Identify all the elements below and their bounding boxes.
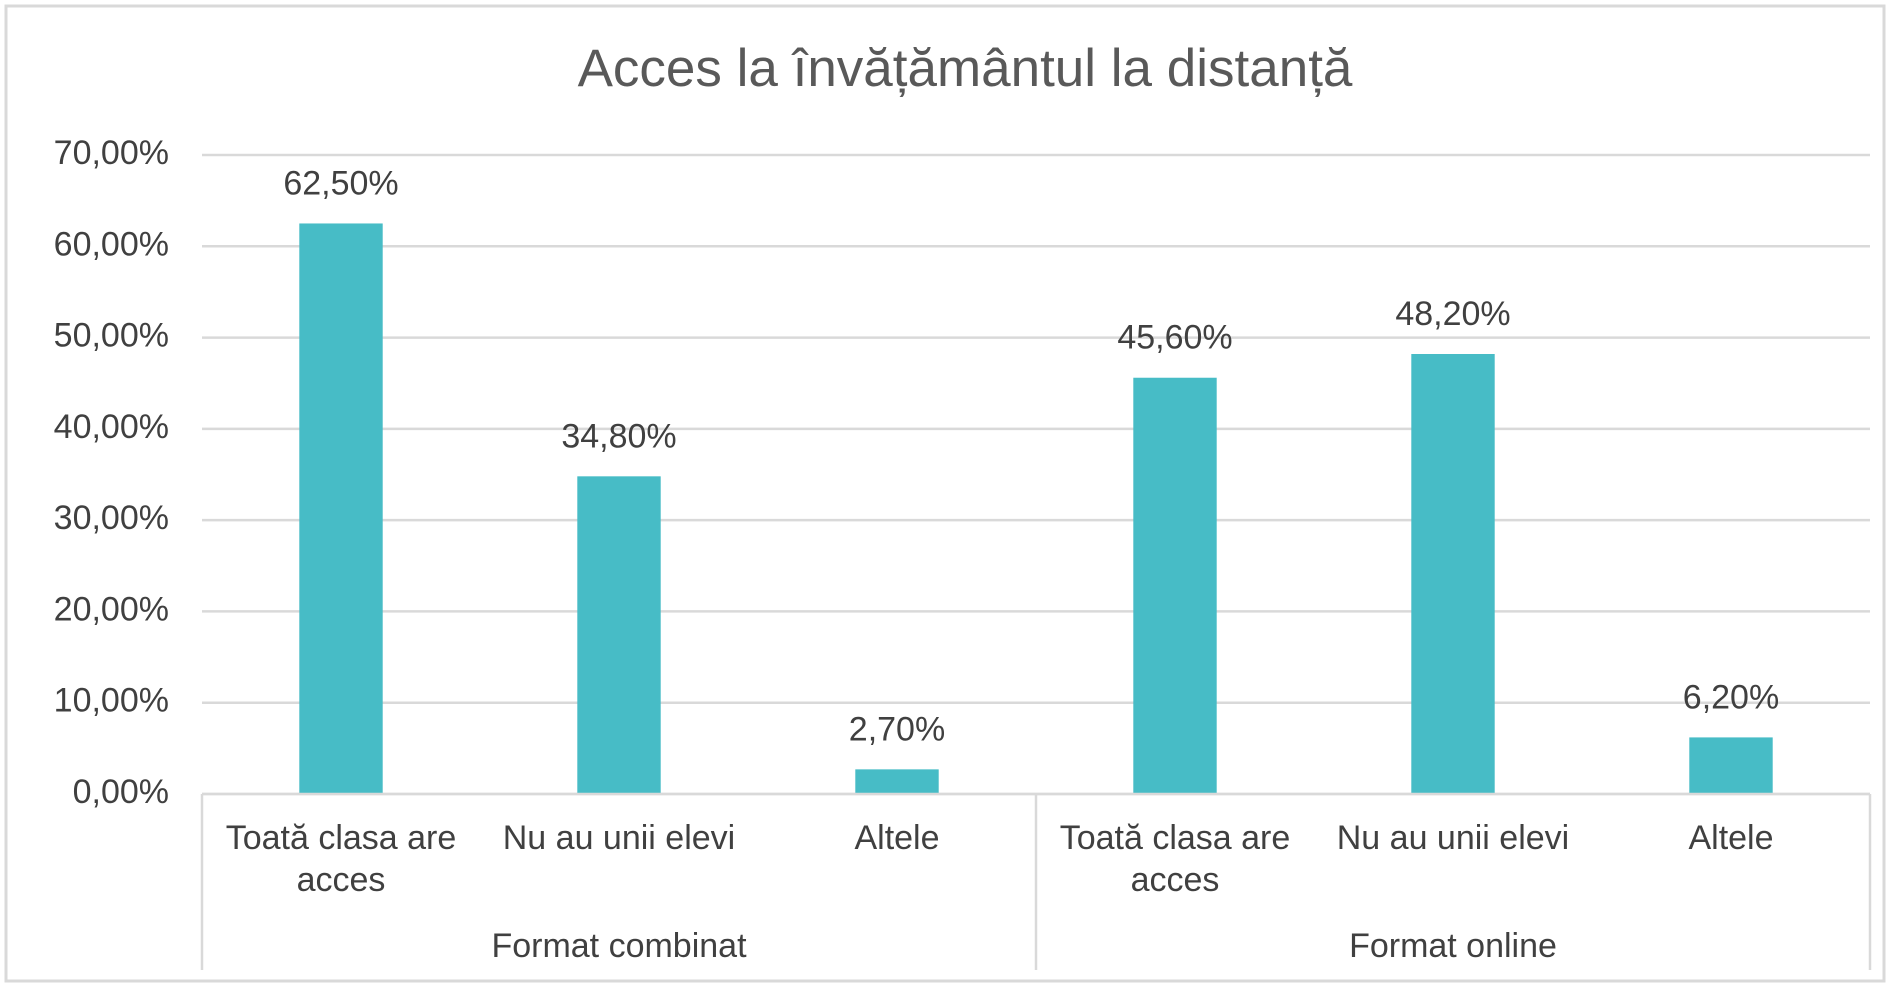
bar: [299, 223, 383, 794]
y-tick-label: 50,00%: [54, 317, 169, 355]
bar: [577, 476, 661, 794]
data-label: 45,60%: [1117, 319, 1232, 357]
x-tick-label: Toată clasa are acces: [1060, 819, 1291, 899]
x-tick-label: Nu au unii elevi: [503, 819, 735, 857]
data-label: 62,50%: [283, 164, 398, 202]
data-label: 2,70%: [849, 710, 945, 748]
y-tick-label: 40,00%: [54, 408, 169, 446]
group-label: Format online: [1349, 927, 1557, 965]
bar: [855, 769, 939, 794]
data-label: 48,20%: [1395, 295, 1510, 333]
group-label: Format combinat: [491, 927, 747, 965]
y-tick-label: 30,00%: [54, 499, 169, 537]
y-tick-label: 10,00%: [54, 682, 169, 720]
x-tick-label: Altele: [1688, 819, 1773, 857]
x-tick-label: Altele: [854, 819, 939, 857]
x-tick-label: Nu au unii elevi: [1337, 819, 1569, 857]
bar: [1133, 377, 1217, 794]
data-label: 6,20%: [1683, 678, 1779, 716]
bar: [1689, 737, 1773, 794]
chart-title: Acces la învățământul la distanță: [578, 39, 1353, 98]
y-tick-label: 0,00%: [73, 773, 169, 811]
y-tick-label: 60,00%: [54, 225, 169, 263]
data-label: 34,80%: [561, 417, 676, 455]
bar: [1411, 354, 1495, 794]
x-tick-label: Toată clasa are acces: [226, 819, 457, 899]
y-tick-label: 20,00%: [54, 590, 169, 628]
y-tick-label: 70,00%: [54, 134, 169, 172]
